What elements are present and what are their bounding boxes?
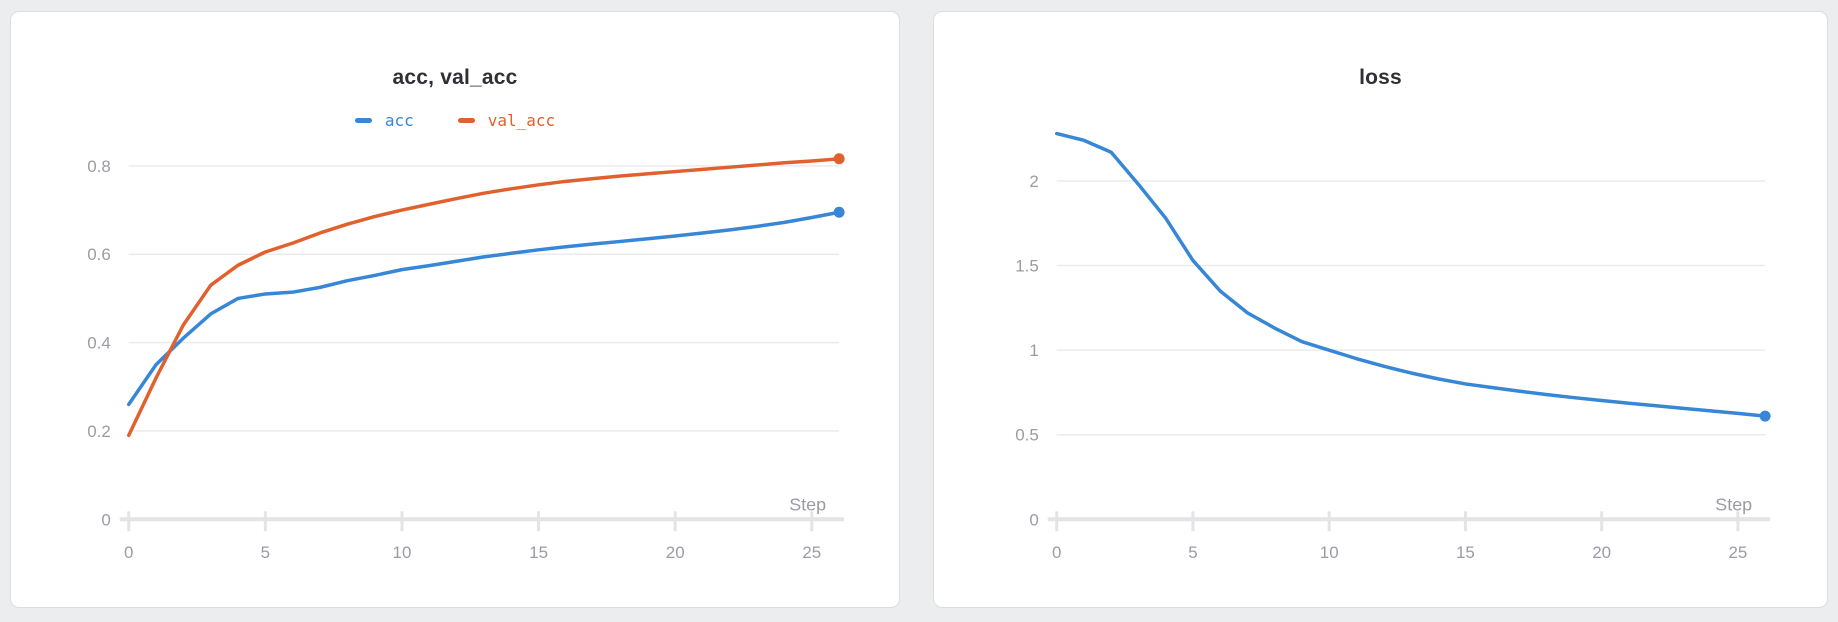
legend-dash-icon bbox=[457, 117, 475, 123]
y-tick-label: 0.6 bbox=[87, 245, 111, 264]
chart-panel-acc-val-acc[interactable]: 0 0.2 0.4 0.6 0.8 0 5 10 15 20 25 Step acc, val_acc… bbox=[10, 11, 900, 608]
x-tick-label: 25 bbox=[1728, 543, 1747, 562]
y-tick-label: 2 bbox=[1029, 172, 1038, 191]
endpoint-marker-acc bbox=[833, 206, 845, 218]
chart-title: acc, val_acc bbox=[392, 66, 518, 89]
y-tick-label: 0.8 bbox=[87, 157, 111, 176]
x-tick-label: 20 bbox=[1592, 543, 1611, 562]
x-tick-label: 10 bbox=[393, 543, 412, 562]
series-line-val_acc bbox=[126, 157, 841, 438]
y-tick-label: 1 bbox=[1029, 341, 1038, 360]
legend-item-val_acc[interactable]: val_acc bbox=[457, 110, 556, 130]
plot-area-acc-val-acc[interactable]: 0 0.2 0.4 0.6 0.8 0 5 10 15 20 25 Step bbox=[11, 12, 899, 607]
y-tick-label: 0.4 bbox=[87, 334, 111, 353]
endpoint-marker-loss bbox=[1759, 410, 1771, 422]
endpoint-marker-val_acc bbox=[833, 153, 845, 165]
y-tick-label: 0.2 bbox=[87, 422, 111, 441]
x-tick-label: 15 bbox=[529, 543, 548, 562]
x-tick-label: 0 bbox=[1052, 543, 1061, 562]
legend-label: val_acc bbox=[487, 110, 556, 130]
x-tick-label: 0 bbox=[124, 543, 133, 562]
x-tick-label: 15 bbox=[1456, 543, 1475, 562]
x-axis-title: Step bbox=[789, 494, 826, 514]
x-tick-label: 25 bbox=[802, 543, 821, 562]
x-axis-title: Step bbox=[1715, 494, 1752, 514]
y-tick-label: 0 bbox=[101, 510, 110, 529]
y-tick-label: 0 bbox=[1029, 510, 1038, 529]
legend-label: acc bbox=[384, 110, 414, 130]
x-tick-label: 5 bbox=[1188, 543, 1197, 562]
x-tick-label: 20 bbox=[666, 543, 685, 562]
y-tick-label: 0.5 bbox=[1015, 426, 1039, 445]
legend-dash-icon bbox=[354, 117, 372, 123]
series-line-acc bbox=[126, 210, 841, 407]
chart-legend: acc val_acc bbox=[11, 108, 899, 132]
x-tick-label: 5 bbox=[261, 543, 270, 562]
x-tick-label: 10 bbox=[1320, 543, 1339, 562]
chart-panel-loss[interactable]: 0 0.5 1 1.5 2 0 5 10 15 20 25 Step loss bbox=[933, 11, 1828, 608]
y-tick-label: 1.5 bbox=[1015, 257, 1039, 276]
legend-item-acc[interactable]: acc bbox=[354, 110, 414, 130]
chart-title: loss bbox=[1359, 66, 1402, 89]
series-line-loss bbox=[1054, 131, 1767, 418]
